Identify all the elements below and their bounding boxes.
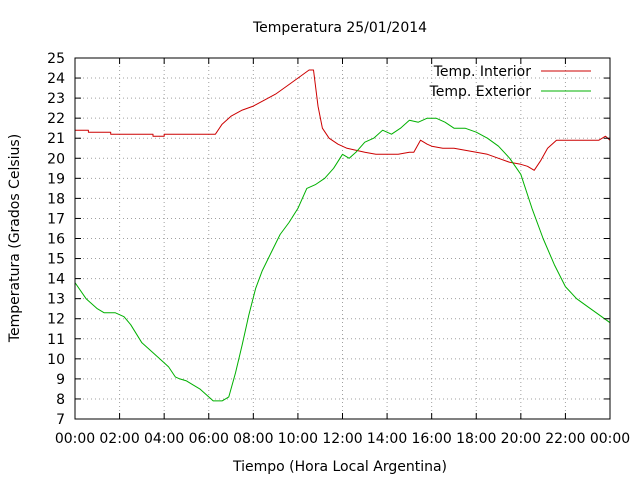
y-tick-label: 13 xyxy=(47,292,65,308)
x-tick-label: 04:00 xyxy=(144,431,184,447)
series-line-interior xyxy=(75,69,611,171)
y-tick-label: 8 xyxy=(56,392,65,408)
y-tick-label: 23 xyxy=(47,91,65,107)
x-tick-label: 06:00 xyxy=(189,431,229,447)
x-tick-label: 18:00 xyxy=(456,431,496,447)
tick-labels: 7 8 9 10 11 12 13 14 15 16 17 18 19 20 21 22 23 24 25 00:00… xyxy=(47,51,630,447)
series-layer xyxy=(74,69,611,402)
ticks xyxy=(74,57,611,420)
x-tick-label: 02:00 xyxy=(99,431,139,447)
y-tick-label: 22 xyxy=(47,111,65,127)
y-tick-label: 25 xyxy=(47,51,65,67)
y-tick-label: 10 xyxy=(47,352,65,368)
y-axis-label: Temperatura (Grados Celsius) xyxy=(7,134,23,343)
legend: Temp. Interior Temp. Exterior xyxy=(429,64,591,100)
series-line-exterior xyxy=(74,117,611,402)
y-tick-label: 9 xyxy=(56,372,65,388)
x-tick-label: 12:00 xyxy=(322,431,362,447)
y-tick-label: 21 xyxy=(47,131,65,147)
y-tick-label: 17 xyxy=(47,211,65,227)
chart-title: Temperatura 25/01/2014 xyxy=(252,20,427,36)
x-tick-label: 10:00 xyxy=(278,431,318,447)
x-tick-label: 00:00 xyxy=(55,431,95,447)
y-tick-label: 18 xyxy=(47,191,65,207)
legend-label-exterior: Temp. Exterior xyxy=(429,84,532,100)
y-tick-label: 12 xyxy=(47,312,65,328)
x-tick-label: 14:00 xyxy=(367,431,407,447)
x-tick-label: 08:00 xyxy=(233,431,273,447)
y-tick-label: 15 xyxy=(47,252,65,268)
x-tick-label: 16:00 xyxy=(411,431,451,447)
legend-label-interior: Temp. Interior xyxy=(433,64,532,80)
x-tick-label: 00:00 xyxy=(590,431,630,447)
x-tick-label: 20:00 xyxy=(501,431,541,447)
y-tick-label: 11 xyxy=(47,332,65,348)
y-tick-label: 19 xyxy=(47,171,65,187)
y-tick-label: 16 xyxy=(47,232,65,248)
y-tick-label: 24 xyxy=(47,71,65,87)
x-tick-label: 22:00 xyxy=(545,431,585,447)
y-tick-label: 14 xyxy=(47,272,65,288)
y-tick-label: 7 xyxy=(56,412,65,428)
y-tick-label: 20 xyxy=(47,151,65,167)
x-axis-label: Tiempo (Hora Local Argentina) xyxy=(232,459,447,475)
